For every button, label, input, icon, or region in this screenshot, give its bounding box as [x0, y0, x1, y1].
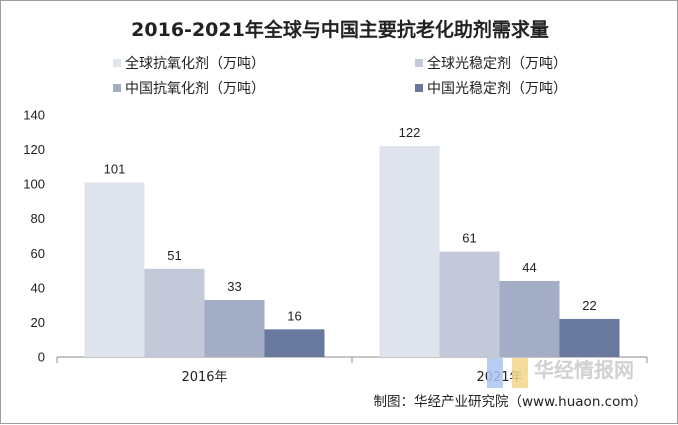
data-label: 44: [522, 260, 536, 275]
legend-swatch: [113, 84, 121, 92]
bar-2-4: [559, 318, 620, 357]
data-label: 101: [104, 161, 126, 176]
data-label: 51: [167, 248, 181, 263]
data-label: 61: [462, 231, 476, 246]
y-tick-label: 100: [23, 177, 45, 192]
watermark-logo-blue: [487, 358, 503, 388]
y-tick-label: 0: [38, 350, 45, 365]
bar-2-3: [499, 280, 560, 357]
y-tick-label: 60: [31, 246, 45, 261]
chart-legend: 全球抗氧化剂（万吨） 全球光稳定剂（万吨） 中国抗氧化剂（万吨） 中国光稳定剂（万吨）: [113, 55, 567, 97]
y-tick-label: 140: [23, 108, 45, 123]
data-label: 16: [287, 308, 301, 323]
y-axis-ticks: 0 20 40 60 80 100 120 140: [23, 108, 45, 365]
bar-1-4: [264, 329, 325, 357]
legend-swatch: [415, 59, 423, 67]
bar-1-1: [84, 182, 145, 357]
chart-title: 2016-2021年全球与中国主要抗老化助剂需求量: [131, 18, 549, 41]
watermark: 华经情报网: [487, 358, 634, 388]
legend-label: 中国抗氧化剂（万吨）: [125, 81, 265, 97]
y-tick-label: 20: [31, 315, 45, 330]
bar-1-3: [204, 299, 265, 357]
y-tick-label: 120: [23, 142, 45, 157]
bar-2-1: [379, 146, 440, 357]
watermark-logo-yellow: [512, 358, 528, 388]
x-tick-label: 2016年: [181, 370, 227, 385]
y-tick-label: 80: [31, 211, 45, 226]
legend-label: 全球光稳定剂（万吨）: [427, 55, 567, 72]
bar-marks: [84, 146, 620, 357]
source-credit: 制图：华经产业研究院（www.huaon.com）: [374, 394, 648, 410]
legend-label: 中国光稳定剂（万吨）: [427, 81, 567, 97]
legend-label: 全球抗氧化剂（万吨）: [125, 55, 265, 72]
bar-1-2: [144, 268, 205, 357]
data-labels: 101 51 33 16 122 61 44 22: [104, 125, 597, 323]
bar-2-2: [439, 251, 500, 357]
watermark-text: 华经情报网: [534, 358, 634, 382]
legend-swatch: [415, 84, 423, 92]
y-tick-label: 40: [31, 280, 45, 295]
legend-swatch: [113, 59, 121, 67]
data-label: 122: [399, 125, 421, 140]
data-label: 33: [227, 279, 241, 294]
data-label: 22: [582, 298, 596, 313]
